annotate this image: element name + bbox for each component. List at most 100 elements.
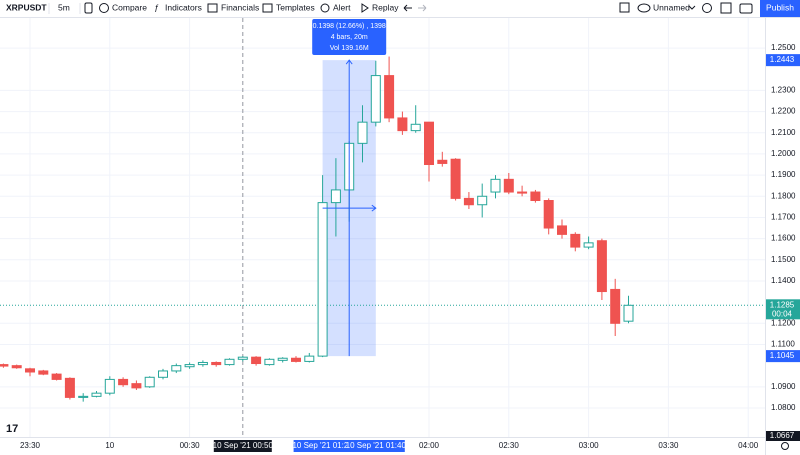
templates-button[interactable]: Templates — [276, 2, 315, 12]
measure-stat: 4 bars, 20m — [331, 34, 368, 41]
compare-button[interactable]: Compare — [112, 2, 147, 12]
candle-body — [237, 356, 248, 360]
measure-high-tag: 1.2443 — [770, 55, 795, 64]
candle-body — [570, 233, 581, 248]
y-tick-label: 1.2300 — [771, 86, 796, 95]
y-tick-label: 1.0900 — [771, 382, 796, 391]
candle-body — [477, 195, 488, 206]
publish-button[interactable]: Publish — [766, 2, 794, 12]
measure-stat: 0.1398 (12.66%) , 1398 — [313, 23, 386, 30]
plot: 1.2500 1.2300 1.2200 1.2100 1.2000 1.1900 1.18… — [0, 18, 800, 455]
cursor-price-bg — [766, 431, 800, 441]
candle-body — [0, 364, 9, 367]
redo-button[interactable] — [418, 4, 427, 12]
candle-body — [144, 376, 155, 388]
x-tick-label: 04:00 — [738, 441, 759, 450]
candle-body — [463, 197, 474, 206]
y-tick-label: 1.1200 — [771, 318, 796, 327]
last-price-tag-bg — [766, 299, 800, 320]
y-tick-label: 1.1500 — [771, 255, 796, 264]
crosshair-time-tag: 10 Sep '21 00:50 — [213, 441, 274, 450]
measure-to-tag: 10 Sep '21 01:40 — [346, 441, 407, 450]
cursor-price: 1.0667 — [770, 431, 795, 440]
y-tick-label: 1.1600 — [771, 234, 796, 243]
x-tick-label: 23:30 — [20, 441, 41, 450]
candle-body — [211, 361, 222, 366]
measure-arrowhead — [371, 204, 377, 212]
alert-button[interactable]: Alert — [333, 2, 351, 12]
alert-icon — [320, 3, 330, 13]
last-price-tag-countdown: 00:04 — [772, 309, 793, 318]
x-tick-label: 00:30 — [180, 441, 201, 450]
candle-body — [25, 368, 35, 373]
candle-body — [557, 225, 567, 235]
undo-button[interactable] — [403, 4, 412, 12]
y-tick-label: 1.2100 — [771, 128, 796, 137]
measure-low-tag-bg — [766, 350, 800, 363]
templates-icon — [262, 3, 273, 13]
candle-body — [384, 75, 395, 119]
measure-high-tag-bg — [766, 54, 800, 67]
candle-body — [91, 392, 102, 397]
y-tick-label: 1.1400 — [771, 276, 796, 285]
x-tick-label: 10 — [105, 441, 114, 450]
y-tick-label: 1.0800 — [771, 403, 796, 412]
measure-label-bg — [312, 19, 387, 55]
candle-body — [38, 370, 49, 375]
cloud-icon — [637, 3, 651, 13]
candle-body — [596, 240, 607, 293]
indicators-icon: ƒ — [154, 2, 159, 12]
toolbar: XRPUSDT 5m Compare ƒ Indicators Financia… — [0, 0, 800, 18]
symbol[interactable]: XRPUSDT — [6, 2, 47, 12]
financials-button[interactable]: Financials — [221, 2, 259, 12]
y-tick-label: 1.1700 — [771, 213, 796, 222]
compare-icon — [99, 3, 109, 13]
candle-body — [610, 288, 621, 324]
layout-menu[interactable] — [688, 5, 696, 10]
candle-body — [330, 189, 341, 204]
last-price-tag: 1.1285 — [770, 300, 795, 309]
candle-body — [503, 178, 514, 193]
snapshot-button[interactable] — [739, 3, 753, 14]
publish-bg[interactable] — [760, 0, 800, 17]
x-tick-label: 03:30 — [658, 441, 679, 450]
candle-body — [171, 365, 182, 372]
candle-body — [530, 191, 541, 202]
settings-button[interactable] — [702, 3, 712, 13]
indicators-button[interactable]: Indicators — [165, 2, 202, 12]
candle-body — [158, 370, 168, 378]
candle-body — [291, 357, 301, 362]
candle-body — [264, 358, 275, 366]
fullscreen-button[interactable] — [720, 2, 732, 14]
financials-icon — [207, 3, 218, 13]
candle-body — [583, 242, 594, 248]
candle-body — [51, 373, 62, 380]
candle-body — [304, 355, 315, 362]
y-tick-label: 1.1900 — [771, 170, 796, 179]
replay-button[interactable]: Replay — [372, 2, 399, 12]
candle-body — [277, 357, 288, 361]
candle-body — [11, 365, 22, 369]
candle-body — [197, 361, 208, 366]
measure-from-tag-bg — [293, 440, 352, 452]
y-tick-label: 1.2500 — [771, 43, 796, 52]
candle-body — [251, 356, 262, 365]
candle-body — [317, 202, 328, 357]
axis-settings[interactable] — [781, 442, 789, 450]
x-tick-label: 02:30 — [499, 441, 520, 450]
candle-body — [623, 304, 634, 322]
candle-body — [543, 200, 554, 229]
x-tick-label: 03:00 — [579, 441, 600, 450]
candle-body — [370, 75, 381, 123]
measure-to-tag-bg — [346, 440, 405, 452]
layout-name[interactable]: Unnamed — [653, 2, 690, 12]
x-tick-label: 02:00 — [419, 441, 440, 450]
layout-icon[interactable] — [619, 2, 630, 13]
crosshair-time-tag-bg — [213, 440, 272, 452]
candle-body — [64, 377, 75, 398]
candle-body — [357, 121, 368, 144]
interval[interactable]: 5m — [58, 2, 70, 12]
chart-style-icon[interactable] — [84, 2, 93, 14]
price-axis — [765, 18, 800, 455]
